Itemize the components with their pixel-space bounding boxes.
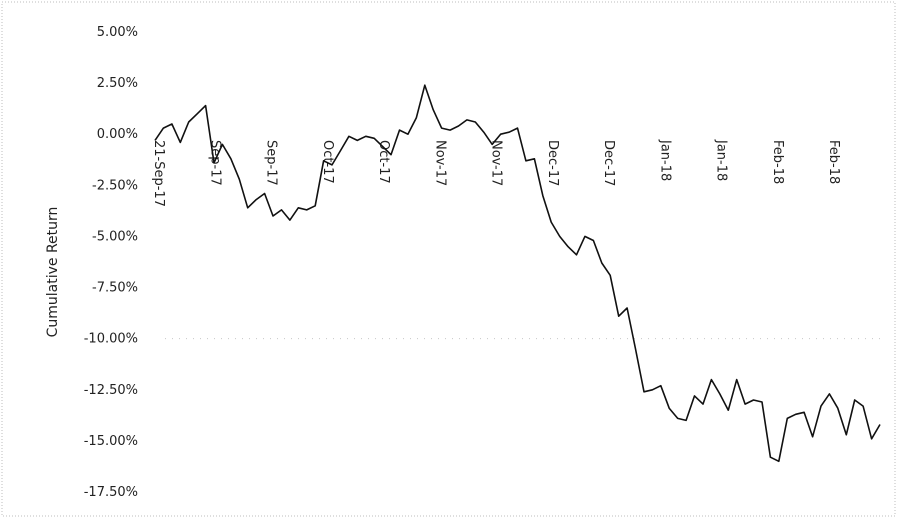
x-tick-label: Dec-17 [545,140,560,186]
y-tick-label: 2.50% [97,76,138,91]
y-tick-label: -17.50% [84,485,138,500]
x-tick-label: Nov-17 [432,140,447,186]
y-tick-label: 0.00% [97,127,138,142]
x-tick-label: Sep-17 [264,140,279,186]
x-tick-label: Jan-18 [714,139,729,181]
y-axis-ticks: 5.00% 2.50% 0.00% -2.50% -5.00% -7.50% -10.00%… [84,25,138,500]
y-tick-label: -7.50% [92,281,138,296]
y-tick-label: -2.50% [92,178,138,193]
y-tick-label: -10.00% [84,332,138,347]
x-tick-label: Feb-18 [826,140,841,184]
y-axis-label: Cumulative Return [45,207,61,338]
x-tick-label: 21-Sep-17 [151,140,166,207]
y-tick-label: -5.00% [92,229,138,244]
x-tick-label: Jan-18 [657,139,672,181]
y-tick-label: -12.50% [84,383,138,398]
x-axis-ticks: 21-Sep-17 Sep-17 Sep-17 Oct-17 Oct-17 Nov-17 N… [151,139,841,207]
y-tick-label: 5.00% [97,25,138,40]
x-tick-label: Dec-17 [601,140,616,186]
series-line-cumulative-return [154,84,881,463]
x-tick-label: Feb-18 [770,140,785,184]
x-tick-label: Nov-17 [489,140,504,186]
y-tick-label: -15.00% [84,434,138,449]
